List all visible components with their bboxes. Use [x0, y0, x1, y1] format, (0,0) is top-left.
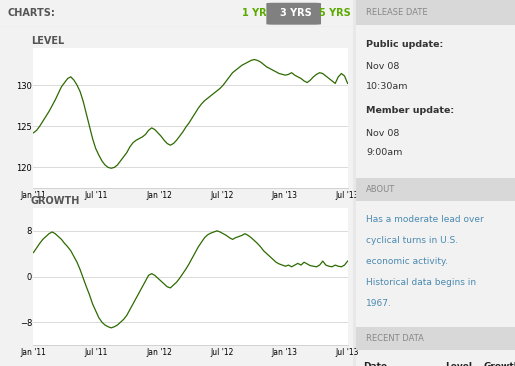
Text: RELEASE DATE: RELEASE DATE: [366, 8, 427, 17]
Text: 10:30am: 10:30am: [366, 82, 408, 90]
Text: economic activity.: economic activity.: [366, 257, 448, 266]
Text: Level: Level: [445, 362, 472, 366]
FancyBboxPatch shape: [266, 3, 321, 25]
Text: Public update:: Public update:: [366, 40, 443, 49]
Text: RECENT DATA: RECENT DATA: [366, 334, 424, 343]
Text: 9:00am: 9:00am: [366, 149, 402, 157]
Text: Growth: Growth: [483, 362, 515, 366]
Text: cyclical turns in U.S.: cyclical turns in U.S.: [366, 236, 458, 245]
Bar: [356, 327, 515, 350]
Text: Has a moderate lead over: Has a moderate lead over: [366, 215, 484, 224]
Text: Nov 08: Nov 08: [366, 62, 399, 71]
Bar: [356, 0, 515, 25]
Text: ABOUT: ABOUT: [366, 185, 395, 194]
Bar: [356, 178, 515, 201]
Text: 5 YRS: 5 YRS: [319, 8, 351, 18]
Text: 3 YRS: 3 YRS: [281, 8, 312, 18]
Text: CHARTS:: CHARTS:: [7, 8, 55, 18]
Text: Date: Date: [363, 362, 387, 366]
Text: Member update:: Member update:: [366, 107, 454, 115]
Text: LEVEL: LEVEL: [31, 36, 64, 46]
Text: GROWTH: GROWTH: [31, 196, 80, 206]
Text: Historical data begins in: Historical data begins in: [366, 278, 476, 287]
Text: 1967.: 1967.: [366, 299, 392, 308]
Text: 1 YR: 1 YR: [242, 8, 266, 18]
Text: Nov 08: Nov 08: [366, 129, 399, 138]
